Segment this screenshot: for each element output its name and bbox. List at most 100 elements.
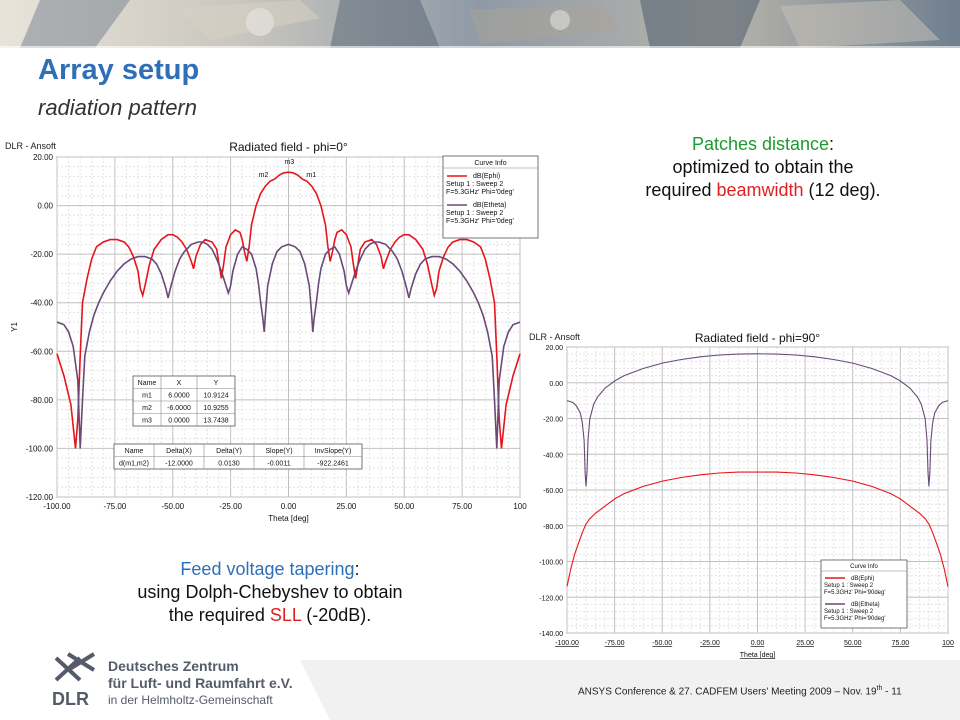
legend-entry-params: F=5.3GHz' Phi='90deg' [824,590,885,596]
marker-table-cell: 13.7438 [203,418,228,425]
marker-table-header: X [177,380,182,387]
legend-entry-params: F=5.3GHz' Phi='90deg' [824,616,885,622]
feed-note-line1: using Dolph-Chebyshev to obtain [137,582,403,602]
patches-note-heading-line: Patches distance: [578,133,948,156]
patches-note-heading: Patches distance [691,134,830,154]
marker-table-header: Y [214,380,219,387]
y-tick-label: -80.00 [543,524,563,531]
x-tick-label: -100.00 [555,640,579,647]
feed-note-line2: the required SLL (-20dB). [70,604,470,627]
y-tick-label: -100.00 [26,444,54,453]
y-tick-label: -60.00 [30,347,53,356]
conference-footer: ANSYS Conference & 27. CADFEM Users' Mee… [578,685,902,697]
legend-entry-name: dB(Ephi) [851,576,874,582]
marker-table-cell: m3 [142,418,152,425]
y-tick-label: -100.00 [539,560,563,567]
chart-brand: DLR - Ansoft [529,332,581,342]
legend-entry-setup: Setup 1 : Sweep 2 [824,609,874,615]
x-tick-label: 25.00 [336,502,357,511]
x-tick-label: 100 [513,502,527,511]
series-line-ephi [56,171,521,449]
patches-note-line2-pre: required [645,180,717,200]
feed-note-line2-post: (-20dB). [301,605,372,625]
legend-entry-setup: Setup 1 : Sweep 2 [446,210,503,217]
legend-title: Curve Info [474,160,506,167]
page-sep: - [882,686,892,698]
x-tick-label: 50.00 [844,640,862,647]
delta-table-cell: -922.2461 [317,461,349,468]
feed-note-heading-line: Feed voltage tapering: [70,558,470,581]
x-tick-label: -75.00 [104,502,127,511]
org-subtitle: in der Helmholtz-Gemeinschaft [108,693,273,707]
legend-box [442,155,539,239]
marker-table-cell: m2 [142,405,152,412]
marker-table-cell: 0.0000 [168,418,190,425]
marker-table-cell: 10.9255 [203,405,228,412]
series-line-etheta [566,353,949,487]
x-tick-label: -50.00 [652,640,672,647]
marker-table-cell: -6.0000 [167,405,191,412]
delta-table-cell: d(m1,m2) [119,461,149,468]
legend-box [820,559,908,629]
y-tick-label: 0.00 [37,202,53,211]
legend-entry-name: dB(Etheta) [473,202,506,209]
patches-note-highlight: beamwidth [716,180,804,200]
feed-note-line2-pre: the required [168,605,270,625]
page-subtitle: radiation pattern [38,95,197,120]
y-tick-label: -40.00 [30,299,53,308]
x-tick-label: 100 [942,640,954,647]
page-title: Array setup [38,54,200,86]
delta-table-header: Slope(Y) [265,448,292,455]
y-tick-label: -140.00 [539,631,563,638]
y-tick-label: 20.00 [33,153,54,162]
org-name-line2: für Luft- und Raumfahrt e.V. [108,675,293,691]
y-tick-label: 0.00 [549,381,563,388]
dlr-logo-text: DLR [52,689,89,709]
x-tick-label: 0.00 [281,502,297,511]
legend-entry-setup: Setup 1 : Sweep 2 [824,583,874,589]
feed-note-highlight: SLL [269,605,302,625]
x-tick-label: 0.00 [751,640,765,647]
y-tick-label: -120.00 [539,595,563,602]
feed-note: Feed voltage tapering: using Dolph-Cheby… [70,558,470,627]
delta-table-header: InvSlope(Y) [315,448,352,455]
header-banner [0,0,960,48]
y-tick-label: 20.00 [545,345,563,352]
x-tick-label: 25.00 [796,640,814,647]
x-axis-label: Theta [deg] [740,652,775,659]
marker-label-m3: m3 [285,159,295,166]
feed-note-colon: : [354,559,360,579]
chart-phi0: DLR - Ansoft Radiated field - phi=0° -100.… [5,140,539,523]
series-line-ephi [566,471,949,587]
legend-title: Curve Info [850,564,878,570]
x-tick-label: -100.00 [43,502,71,511]
patches-note: Patches distance: optimized to obtain th… [578,133,948,202]
delta-table-cell: -0.0011 [267,461,290,468]
org-name: Deutsches Zentrum für Luft- und Raumfahr… [108,658,293,692]
org-name-line1: Deutsches Zentrum [108,658,239,674]
x-tick-label: 75.00 [892,640,910,647]
patches-note-colon: : [829,134,835,154]
marker-table-header: Name [138,380,157,387]
chart-brand: DLR - Ansoft [5,141,57,151]
x-tick-label: -25.00 [700,640,720,647]
y-tick-label: -20.00 [30,250,53,259]
marker-table-cell: 10.9124 [203,393,228,400]
delta-table-cell: -12.0000 [165,461,193,468]
conference-sup: th [876,685,883,692]
y-tick-label: -120.00 [26,493,54,502]
chart-phi90: DLR - Ansoft Radiated field - phi=90° -100… [529,331,954,659]
legend-entry-setup: Setup 1 : Sweep 2 [446,181,503,188]
dlr-logo: DLR [50,650,106,715]
chart-title: Radiated field - phi=0° [229,140,348,154]
x-tick-label: 50.00 [394,502,415,511]
dlr-logo-icon: DLR [52,652,96,709]
conference-name: ANSYS Conference & 27. CADFEM Users' Mee… [578,686,877,698]
y-tick-label: -20.00 [543,417,563,424]
x-tick-label: 75.00 [452,502,473,511]
x-tick-label: -75.00 [605,640,625,647]
marker-label-m1: m1 [306,172,316,179]
patches-note-line1: optimized to obtain the [672,157,854,177]
y-tick-label: -40.00 [543,452,563,459]
x-axis-label: Theta [deg] [268,514,308,523]
